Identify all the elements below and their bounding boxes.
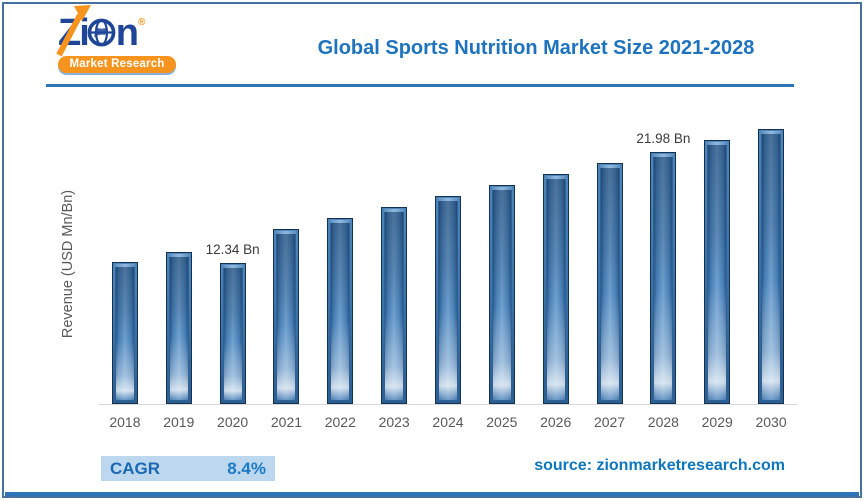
footer-rule bbox=[5, 492, 859, 496]
logo-subtitle: Market Research bbox=[58, 56, 176, 73]
header-divider bbox=[46, 84, 794, 87]
x-tick-2028: 2028 bbox=[647, 414, 679, 430]
x-tick-2021: 2021 bbox=[270, 414, 303, 430]
bar-column-2025: 2025 bbox=[475, 99, 529, 430]
bar-column-2027: 2027 bbox=[583, 99, 637, 430]
x-tick-2030: 2030 bbox=[755, 414, 787, 430]
x-tick-2027: 2027 bbox=[593, 414, 626, 430]
x-tick-2024: 2024 bbox=[432, 414, 464, 430]
cagr-badge: CAGR 8.4% bbox=[101, 456, 275, 481]
bar-2023 bbox=[381, 207, 408, 404]
x-tick-2022: 2022 bbox=[324, 414, 356, 430]
bar-value-label-2028: 21.98 Bn bbox=[636, 131, 691, 146]
bar-column-2019: 2019 bbox=[152, 99, 206, 430]
growth-arrow-icon bbox=[56, 5, 91, 57]
bar-column-2023: 2023 bbox=[367, 99, 421, 430]
source-attribution: source: zionmarketresearch.com bbox=[534, 457, 785, 474]
logo-text-n: n bbox=[115, 12, 139, 54]
bar-2027 bbox=[596, 163, 623, 404]
bar-chart-plot-area: 2018 2019 12.34 Bn 2020 2021 2022 2023 2024 2025… bbox=[98, 99, 798, 430]
bar-2030 bbox=[758, 129, 785, 404]
x-tick-2019: 2019 bbox=[163, 414, 195, 430]
cagr-value: 8.4% bbox=[227, 458, 266, 478]
bar-2021 bbox=[273, 229, 300, 404]
globe-icon bbox=[87, 18, 116, 47]
bar-2028: 21.98 Bn bbox=[636, 131, 690, 404]
cagr-label: CAGR bbox=[110, 458, 161, 478]
x-tick-2025: 2025 bbox=[486, 414, 518, 430]
bar-column-2028: 21.98 Bn 2028 bbox=[636, 99, 690, 430]
bar-2018 bbox=[111, 262, 138, 404]
y-axis-label: Revenue (USD Mn/Bn) bbox=[60, 189, 76, 339]
bar-2024 bbox=[434, 196, 461, 404]
x-tick-2023: 2023 bbox=[378, 414, 410, 430]
bar-2025 bbox=[488, 185, 515, 404]
bar-column-2024: 2024 bbox=[421, 99, 475, 430]
x-tick-2020: 2020 bbox=[217, 414, 249, 430]
bar-2022 bbox=[327, 218, 354, 404]
bar-column-2022: 2022 bbox=[313, 99, 367, 430]
bar-value-label-2020: 12.34 Bn bbox=[205, 242, 260, 257]
x-tick-2018: 2018 bbox=[109, 414, 141, 430]
bar-column-2018: 2018 bbox=[98, 99, 152, 430]
zion-logo: Zi n® Market Research bbox=[56, 5, 180, 73]
bar-column-2021: 2021 bbox=[260, 99, 314, 430]
bar-2020: 12.34 Bn bbox=[206, 242, 260, 404]
bar-2019 bbox=[165, 252, 192, 404]
bar-column-2020: 12.34 Bn 2020 bbox=[206, 99, 260, 430]
x-tick-2026: 2026 bbox=[540, 414, 572, 430]
logo-wordmark: Zi n® bbox=[56, 5, 180, 57]
bar-column-2026: 2026 bbox=[529, 99, 583, 430]
registered-mark: ® bbox=[138, 17, 146, 28]
bar-column-2030: 2030 bbox=[744, 99, 798, 430]
x-tick-2029: 2029 bbox=[701, 414, 733, 430]
bar-2029 bbox=[704, 140, 731, 404]
bar-2026 bbox=[542, 174, 569, 404]
bar-column-2029: 2029 bbox=[690, 99, 744, 430]
chart-title: Global Sports Nutrition Market Size 2021… bbox=[317, 37, 755, 59]
